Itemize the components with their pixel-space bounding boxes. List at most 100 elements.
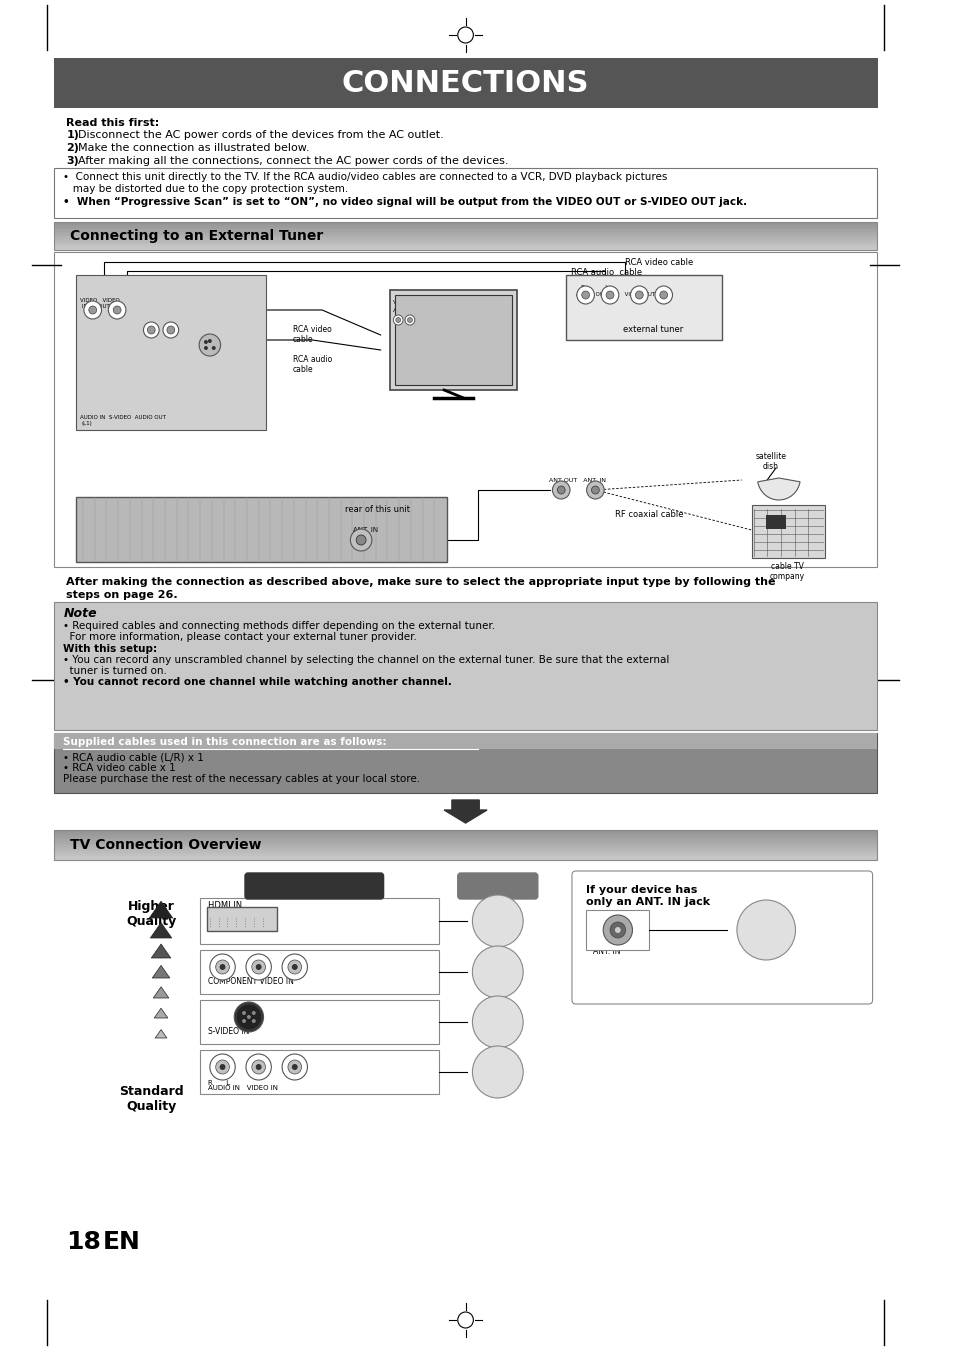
Text: • Required cables and connecting methods differ depending on the external tuner.: • Required cables and connecting methods… — [64, 621, 495, 630]
Text: • You can record any unscrambled channel by selecting the channel on the externa: • You can record any unscrambled channel… — [64, 655, 669, 666]
Circle shape — [736, 900, 795, 960]
Wedge shape — [757, 478, 800, 500]
FancyBboxPatch shape — [53, 733, 877, 749]
FancyBboxPatch shape — [53, 58, 878, 108]
FancyBboxPatch shape — [53, 232, 877, 234]
Text: With this setup:: With this setup: — [64, 644, 157, 653]
Text: page
21: page 21 — [750, 906, 781, 934]
Circle shape — [246, 1054, 271, 1080]
Circle shape — [255, 964, 261, 971]
Text: tuner is turned on.: tuner is turned on. — [64, 666, 167, 676]
Text: AUDIO IN  S-VIDEO  AUDIO OUT: AUDIO IN S-VIDEO AUDIO OUT — [80, 414, 166, 420]
Text: If your device has: If your device has — [585, 886, 697, 895]
FancyBboxPatch shape — [53, 228, 877, 230]
Circle shape — [163, 323, 178, 338]
FancyBboxPatch shape — [53, 239, 877, 240]
Text: Read this first:: Read this first: — [67, 117, 159, 128]
FancyBboxPatch shape — [200, 950, 438, 994]
Circle shape — [204, 340, 208, 344]
FancyBboxPatch shape — [53, 857, 877, 859]
Circle shape — [630, 286, 647, 304]
Circle shape — [252, 1060, 265, 1075]
Circle shape — [204, 346, 208, 350]
FancyBboxPatch shape — [53, 602, 877, 730]
Polygon shape — [152, 944, 171, 958]
Text: Please purchase the rest of the necessary cables at your local store.: Please purchase the rest of the necessar… — [64, 774, 420, 784]
Text: VIDEO   VIDEO: VIDEO VIDEO — [80, 298, 120, 302]
Text: •  Connect this unit directly to the TV. If the RCA audio/video cables are conne: • Connect this unit directly to the TV. … — [64, 171, 667, 182]
Polygon shape — [155, 1030, 167, 1038]
Circle shape — [236, 1004, 261, 1030]
FancyBboxPatch shape — [53, 227, 877, 228]
Text: or: or — [772, 516, 779, 522]
Circle shape — [581, 292, 589, 298]
Circle shape — [242, 1011, 246, 1015]
Circle shape — [215, 1060, 229, 1075]
FancyBboxPatch shape — [457, 873, 537, 899]
Circle shape — [147, 325, 155, 333]
FancyBboxPatch shape — [53, 845, 877, 846]
Circle shape — [247, 1015, 251, 1019]
Circle shape — [252, 960, 265, 973]
FancyBboxPatch shape — [53, 837, 877, 838]
Circle shape — [577, 286, 594, 304]
FancyBboxPatch shape — [53, 244, 877, 246]
Circle shape — [472, 895, 522, 946]
Text: ANT OUT   ANT. IN: ANT OUT ANT. IN — [548, 478, 605, 483]
Text: VIDEO IN: VIDEO IN — [393, 300, 421, 305]
Circle shape — [355, 535, 366, 545]
Text: ANT. IN: ANT. IN — [593, 946, 620, 956]
FancyBboxPatch shape — [53, 167, 877, 217]
Text: •  When “Progressive Scan” is set to “ON”, no video signal will be output from t: • When “Progressive Scan” is set to “ON”… — [64, 197, 747, 207]
FancyBboxPatch shape — [53, 838, 877, 841]
FancyBboxPatch shape — [53, 235, 877, 236]
FancyBboxPatch shape — [207, 907, 277, 931]
FancyBboxPatch shape — [53, 834, 877, 836]
Text: TV Connection Overview: TV Connection Overview — [71, 838, 261, 852]
Text: page
20: page 20 — [483, 969, 511, 991]
FancyBboxPatch shape — [53, 238, 877, 239]
Circle shape — [246, 954, 271, 980]
Text: • You cannot record one channel while watching another channel.: • You cannot record one channel while wa… — [64, 676, 452, 687]
FancyBboxPatch shape — [53, 240, 877, 242]
Circle shape — [219, 964, 225, 971]
Polygon shape — [153, 987, 169, 998]
FancyBboxPatch shape — [53, 832, 877, 833]
FancyBboxPatch shape — [390, 290, 517, 390]
Text: only an ANT. IN jack: only an ANT. IN jack — [585, 896, 709, 907]
FancyBboxPatch shape — [53, 841, 877, 842]
Circle shape — [292, 1064, 297, 1071]
FancyBboxPatch shape — [395, 296, 512, 385]
Circle shape — [282, 954, 307, 980]
FancyBboxPatch shape — [53, 856, 877, 857]
Text: R          L: R L — [580, 285, 608, 290]
Circle shape — [405, 315, 415, 325]
Text: After making all the connections, connect the AC power cords of the devices.: After making all the connections, connec… — [78, 157, 508, 166]
Text: steps on page 26.: steps on page 26. — [67, 590, 178, 599]
FancyBboxPatch shape — [53, 844, 877, 845]
Circle shape — [210, 1054, 235, 1080]
Text: 18: 18 — [67, 1230, 101, 1254]
Text: page
21: page 21 — [483, 1069, 511, 1091]
Text: For more information, please contact your external tuner provider.: For more information, please contact you… — [64, 632, 416, 643]
FancyBboxPatch shape — [53, 246, 877, 247]
Circle shape — [234, 1002, 263, 1031]
Text: may be distorted due to the copy protection system.: may be distorted due to the copy protect… — [64, 184, 349, 194]
Text: 3): 3) — [67, 157, 79, 166]
Circle shape — [215, 960, 229, 973]
Circle shape — [472, 1046, 522, 1098]
Text: rear of this unit: rear of this unit — [345, 505, 410, 514]
Polygon shape — [150, 902, 172, 918]
Text: Note: Note — [64, 608, 97, 620]
FancyBboxPatch shape — [53, 247, 877, 248]
Text: RCA video
cable: RCA video cable — [293, 325, 332, 344]
FancyBboxPatch shape — [53, 221, 877, 223]
Circle shape — [252, 1019, 255, 1023]
FancyBboxPatch shape — [53, 842, 877, 844]
Text: 1): 1) — [67, 130, 79, 140]
Text: Higher
Quality: Higher Quality — [126, 900, 176, 927]
FancyBboxPatch shape — [200, 1050, 438, 1094]
Text: ANT. IN: ANT. IN — [353, 526, 378, 533]
FancyBboxPatch shape — [53, 833, 877, 834]
Circle shape — [407, 317, 412, 323]
